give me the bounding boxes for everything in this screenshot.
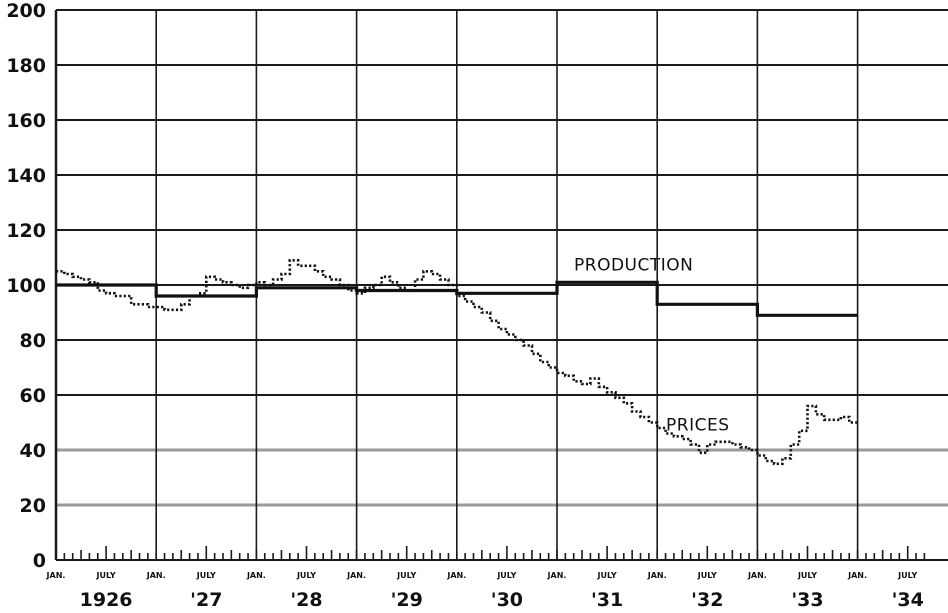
month-label-jan: JAN. [146,571,166,580]
year-label: '29 [391,589,423,611]
month-label-july: JULY [196,571,216,580]
series-group [56,259,858,466]
month-label-jan: JAN. [46,571,66,580]
y-tick-label: 140 [6,165,46,187]
series-labels: PRODUCTION PRICES [574,255,729,435]
year-label: '27 [190,589,222,611]
month-tick-marks [55,546,926,560]
month-label-jan: JAN. [647,571,667,580]
series-line-production [56,280,858,317]
y-axis-ticks: 0 20 40 60 80 100 120 140 160 180 200 [6,0,46,572]
year-label: '30 [491,589,523,611]
y-tick-label: 200 [6,0,46,22]
month-label-jan: JAN. [547,571,567,580]
series-label-production: PRODUCTION [574,255,693,275]
month-label-jan: JAN. [747,571,767,580]
y-tick-label: 100 [6,275,46,297]
y-tick-label: 20 [20,495,46,517]
grid [54,9,948,561]
month-label-july: JULY [697,571,717,580]
x-axis-labels: JAN. JULY 1926 JAN. JULY '27 JAN. JULY '28 JAN. JU… [46,571,924,611]
month-label-july: JULY [496,571,516,580]
year-label: 1926 [80,589,133,611]
month-label-july: JULY [797,571,817,580]
month-label-july: JULY [296,571,316,580]
month-label-jan: JAN. [847,571,867,580]
series-line-prices [56,259,858,466]
series-label-prices: PRICES [666,416,729,436]
year-label: '33 [791,589,823,611]
month-label-jan: JAN. [446,571,466,580]
y-tick-label: 40 [20,440,46,462]
year-label: '34 [892,589,924,611]
month-label-july: JULY [597,571,617,580]
month-label-july: JULY [396,571,416,580]
y-tick-label: 80 [20,330,46,352]
y-tick-label: 60 [20,385,46,407]
year-label: '32 [691,589,723,611]
month-label-july: JULY [897,571,917,580]
month-label-jan: JAN. [346,571,366,580]
y-tick-label: 180 [6,55,46,77]
month-label-july: JULY [96,571,116,580]
year-label: '31 [591,589,623,611]
y-tick-label: 160 [6,110,46,132]
y-tick-label: 0 [33,550,46,572]
y-tick-label: 120 [6,220,46,242]
month-label-jan: JAN. [246,571,266,580]
year-label: '28 [290,589,322,611]
